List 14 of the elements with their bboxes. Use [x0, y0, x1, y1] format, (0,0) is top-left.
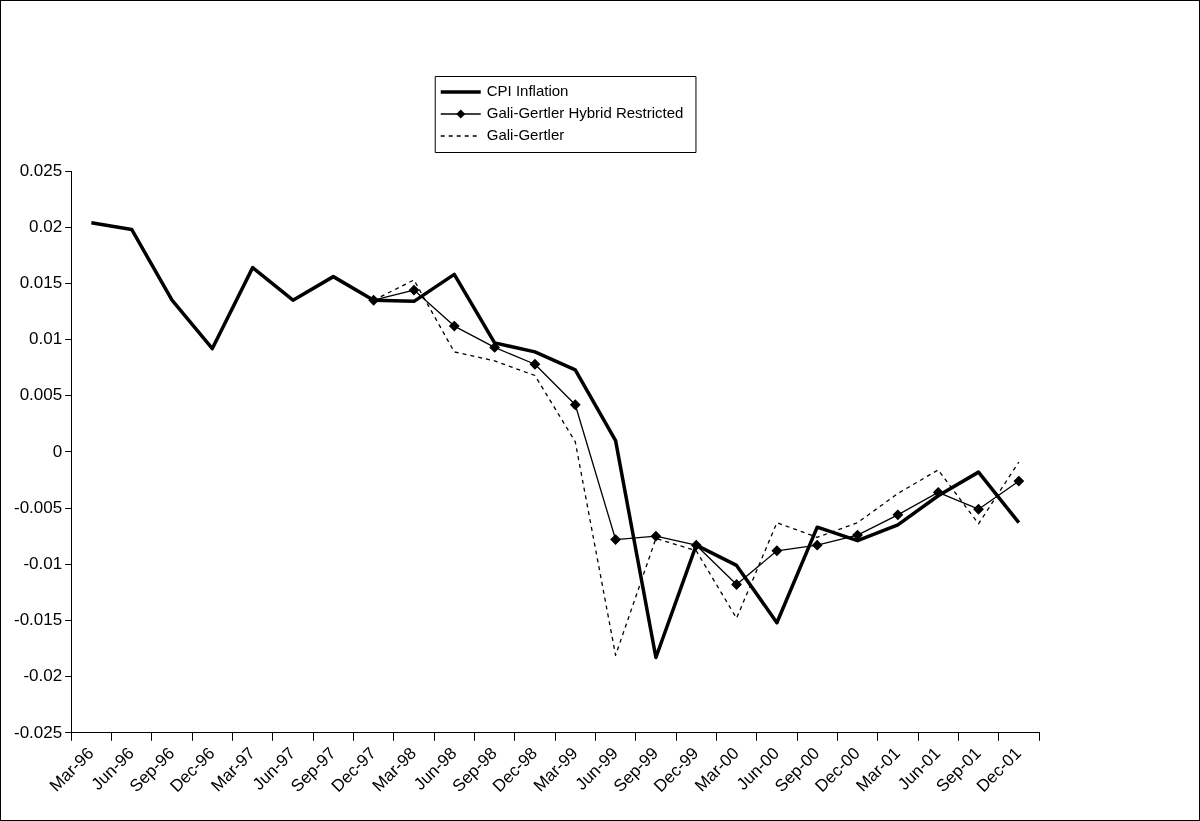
y-tick-label: -0.005 [14, 497, 63, 517]
legend-label: Gali-Gertler [486, 126, 565, 144]
y-tick-label: 0.01 [29, 329, 63, 349]
y-tick-label: 0 [52, 441, 63, 461]
legend-label: CPI Inflation [486, 82, 569, 100]
y-tick-label: -0.025 [14, 722, 63, 742]
legend-label: Gali-Gertler Hybrid Restricted [486, 104, 684, 122]
y-tick-label: -0.02 [23, 666, 63, 686]
y-tick-label: 0.005 [19, 385, 63, 405]
y-tick-label: 0.025 [19, 160, 63, 180]
y-tick-label: -0.01 [23, 553, 63, 573]
y-tick-label: 0.02 [29, 216, 63, 236]
y-tick-label: -0.015 [14, 610, 63, 630]
y-tick-label: 0.015 [19, 273, 63, 293]
